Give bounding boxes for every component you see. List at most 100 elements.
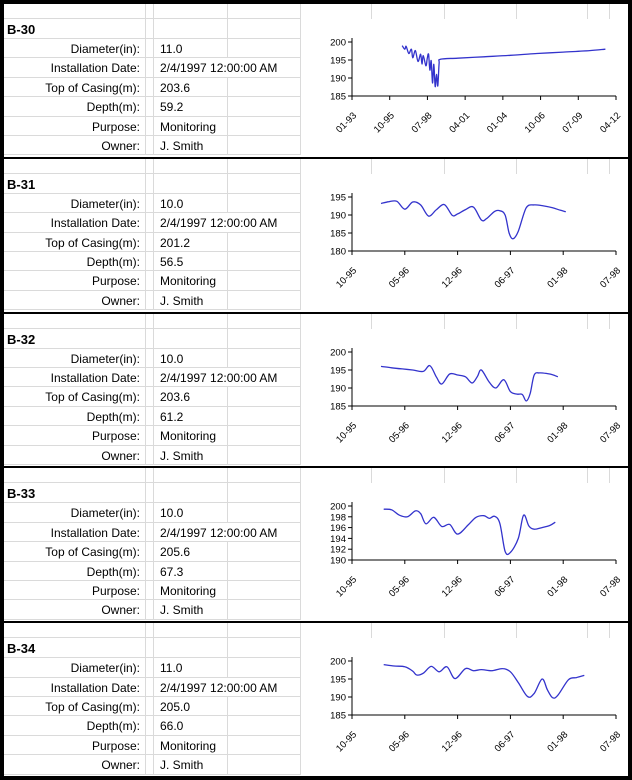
field-row: Owner: J. Smith xyxy=(4,135,301,156)
field-value: 67.3 xyxy=(154,561,228,580)
well-title-row: B-32 xyxy=(4,328,301,349)
gridline-stub xyxy=(516,158,517,174)
grid-cell xyxy=(146,135,154,155)
x-tick-label: 10-95 xyxy=(372,110,397,135)
x-tick-label: 12-96 xyxy=(440,420,465,445)
grid-cell xyxy=(146,213,154,232)
gridline-stub xyxy=(587,158,588,174)
well-id-title: B-31 xyxy=(4,173,146,193)
well-section-b32: B-32 Diameter(in): 10.0 Installation Date: 2… xyxy=(4,313,628,469)
field-label: Top of Casing(m): xyxy=(4,542,146,561)
field-row: Purpose: Monitoring xyxy=(4,116,301,136)
field-label: Purpose: xyxy=(4,426,146,445)
field-label: Purpose: xyxy=(4,271,146,290)
field-label: Installation Date: xyxy=(4,522,146,542)
well-section-b30: B-30 Diameter(in): 11.0 Installation Date: 2… xyxy=(4,4,628,159)
grid-cell xyxy=(228,348,301,367)
y-tick-label: 185 xyxy=(330,92,346,103)
grid-cell xyxy=(154,328,228,348)
field-value: 66.0 xyxy=(154,716,228,735)
grid-cell xyxy=(228,193,301,213)
x-tick-label: 05-96 xyxy=(387,575,412,600)
grid-cell xyxy=(146,193,154,213)
grid-cell xyxy=(228,135,301,155)
y-tick-label: 190 xyxy=(330,556,346,567)
grid-cell xyxy=(228,483,301,503)
field-row: Purpose: Monitoring xyxy=(4,271,301,291)
grid-cell xyxy=(228,406,301,426)
grid-cell xyxy=(146,445,154,464)
grid-spacer-row xyxy=(4,4,301,19)
field-row: Top of Casing(m): 201.2 xyxy=(4,232,301,252)
grid-cell xyxy=(228,387,301,406)
field-row: Purpose: Monitoring xyxy=(4,426,301,446)
y-tick-label: 185 xyxy=(330,228,346,239)
grid-cell xyxy=(228,696,301,716)
x-tick-label: 05-96 xyxy=(387,420,412,445)
x-tick-label: 07-98 xyxy=(598,730,623,755)
field-row: Top of Casing(m): 203.6 xyxy=(4,77,301,98)
x-tick-label: 01-98 xyxy=(545,575,570,600)
grid-cell xyxy=(154,483,228,503)
water-level-chart-svg: 185 190 195 200 10-95 05-96 12-96 06-97 01-98 07-… xyxy=(330,657,623,755)
field-value: 2/4/1997 12:00:00 AM xyxy=(154,58,301,77)
grid-cell xyxy=(228,755,301,774)
gridline-stub xyxy=(444,468,445,484)
grid-cell xyxy=(146,483,154,503)
gridline-stub xyxy=(609,158,610,174)
field-label: Depth(m): xyxy=(4,406,146,426)
x-tick-label: 10-95 xyxy=(334,420,359,445)
field-value: 11.0 xyxy=(154,658,228,677)
field-row: Owner: J. Smith xyxy=(4,290,301,311)
grid-cell xyxy=(228,735,301,755)
x-tick-label: 06-97 xyxy=(493,420,518,445)
grid-cell xyxy=(154,173,228,193)
grid-cell xyxy=(146,116,154,135)
grid-cell xyxy=(146,232,154,251)
grid-cell xyxy=(228,638,301,658)
gridline-stub xyxy=(609,4,610,19)
grid-cell xyxy=(228,658,301,677)
water-level-chart: 180 185 190 195 10-95 05-96 12-96 06-97 01-98 07-… xyxy=(318,184,628,311)
field-label: Owner: xyxy=(4,600,146,619)
field-value: 61.2 xyxy=(154,406,228,426)
grid-cell xyxy=(146,542,154,561)
grid-cell xyxy=(146,696,154,716)
x-tick-label: 01-04 xyxy=(485,110,510,135)
grid-cell xyxy=(146,4,154,18)
grid-cell xyxy=(146,468,154,483)
grid-cell xyxy=(228,158,301,173)
y-tick-label: 185 xyxy=(330,401,346,412)
field-label: Owner: xyxy=(4,755,146,774)
field-value: 205.0 xyxy=(154,696,228,716)
water-level-chart: 190 192 194 196 198 200 10-95 05-96 12-96 06-97 01… xyxy=(318,494,628,621)
grid-cell xyxy=(146,348,154,367)
grid-cell xyxy=(228,271,301,290)
grid-cell xyxy=(146,387,154,406)
grid-cell xyxy=(146,735,154,755)
field-value: 59.2 xyxy=(154,97,228,116)
x-tick-label: 10-95 xyxy=(334,730,359,755)
field-label: Depth(m): xyxy=(4,716,146,735)
field-row: Installation Date: 2/4/1997 12:00:00 AM xyxy=(4,213,301,233)
field-label: Installation Date: xyxy=(4,213,146,232)
water-level-chart: 185 190 195 200 01-93 10-95 07-98 04-01 01-04 10-… xyxy=(318,30,628,156)
x-tick-label: 07-98 xyxy=(598,420,623,445)
field-label: Diameter(in): xyxy=(4,193,146,213)
gridline-stub xyxy=(516,313,517,329)
y-tick-label: 185 xyxy=(330,711,346,722)
grid-spacer-row xyxy=(4,623,301,639)
grid-cell xyxy=(228,251,301,271)
field-value: Monitoring xyxy=(154,271,228,290)
gridline-stub xyxy=(444,623,445,639)
field-value: 2/4/1997 12:00:00 AM xyxy=(154,367,301,387)
grid-cell xyxy=(146,328,154,348)
grid-cell xyxy=(146,755,154,774)
x-tick-label: 06-97 xyxy=(493,730,518,755)
field-value: J. Smith xyxy=(154,600,228,619)
field-row: Installation Date: 2/4/1997 12:00:00 AM xyxy=(4,58,301,78)
grid-cell xyxy=(146,426,154,445)
grid-cell xyxy=(146,623,154,638)
field-row: Depth(m): 67.3 xyxy=(4,561,301,581)
